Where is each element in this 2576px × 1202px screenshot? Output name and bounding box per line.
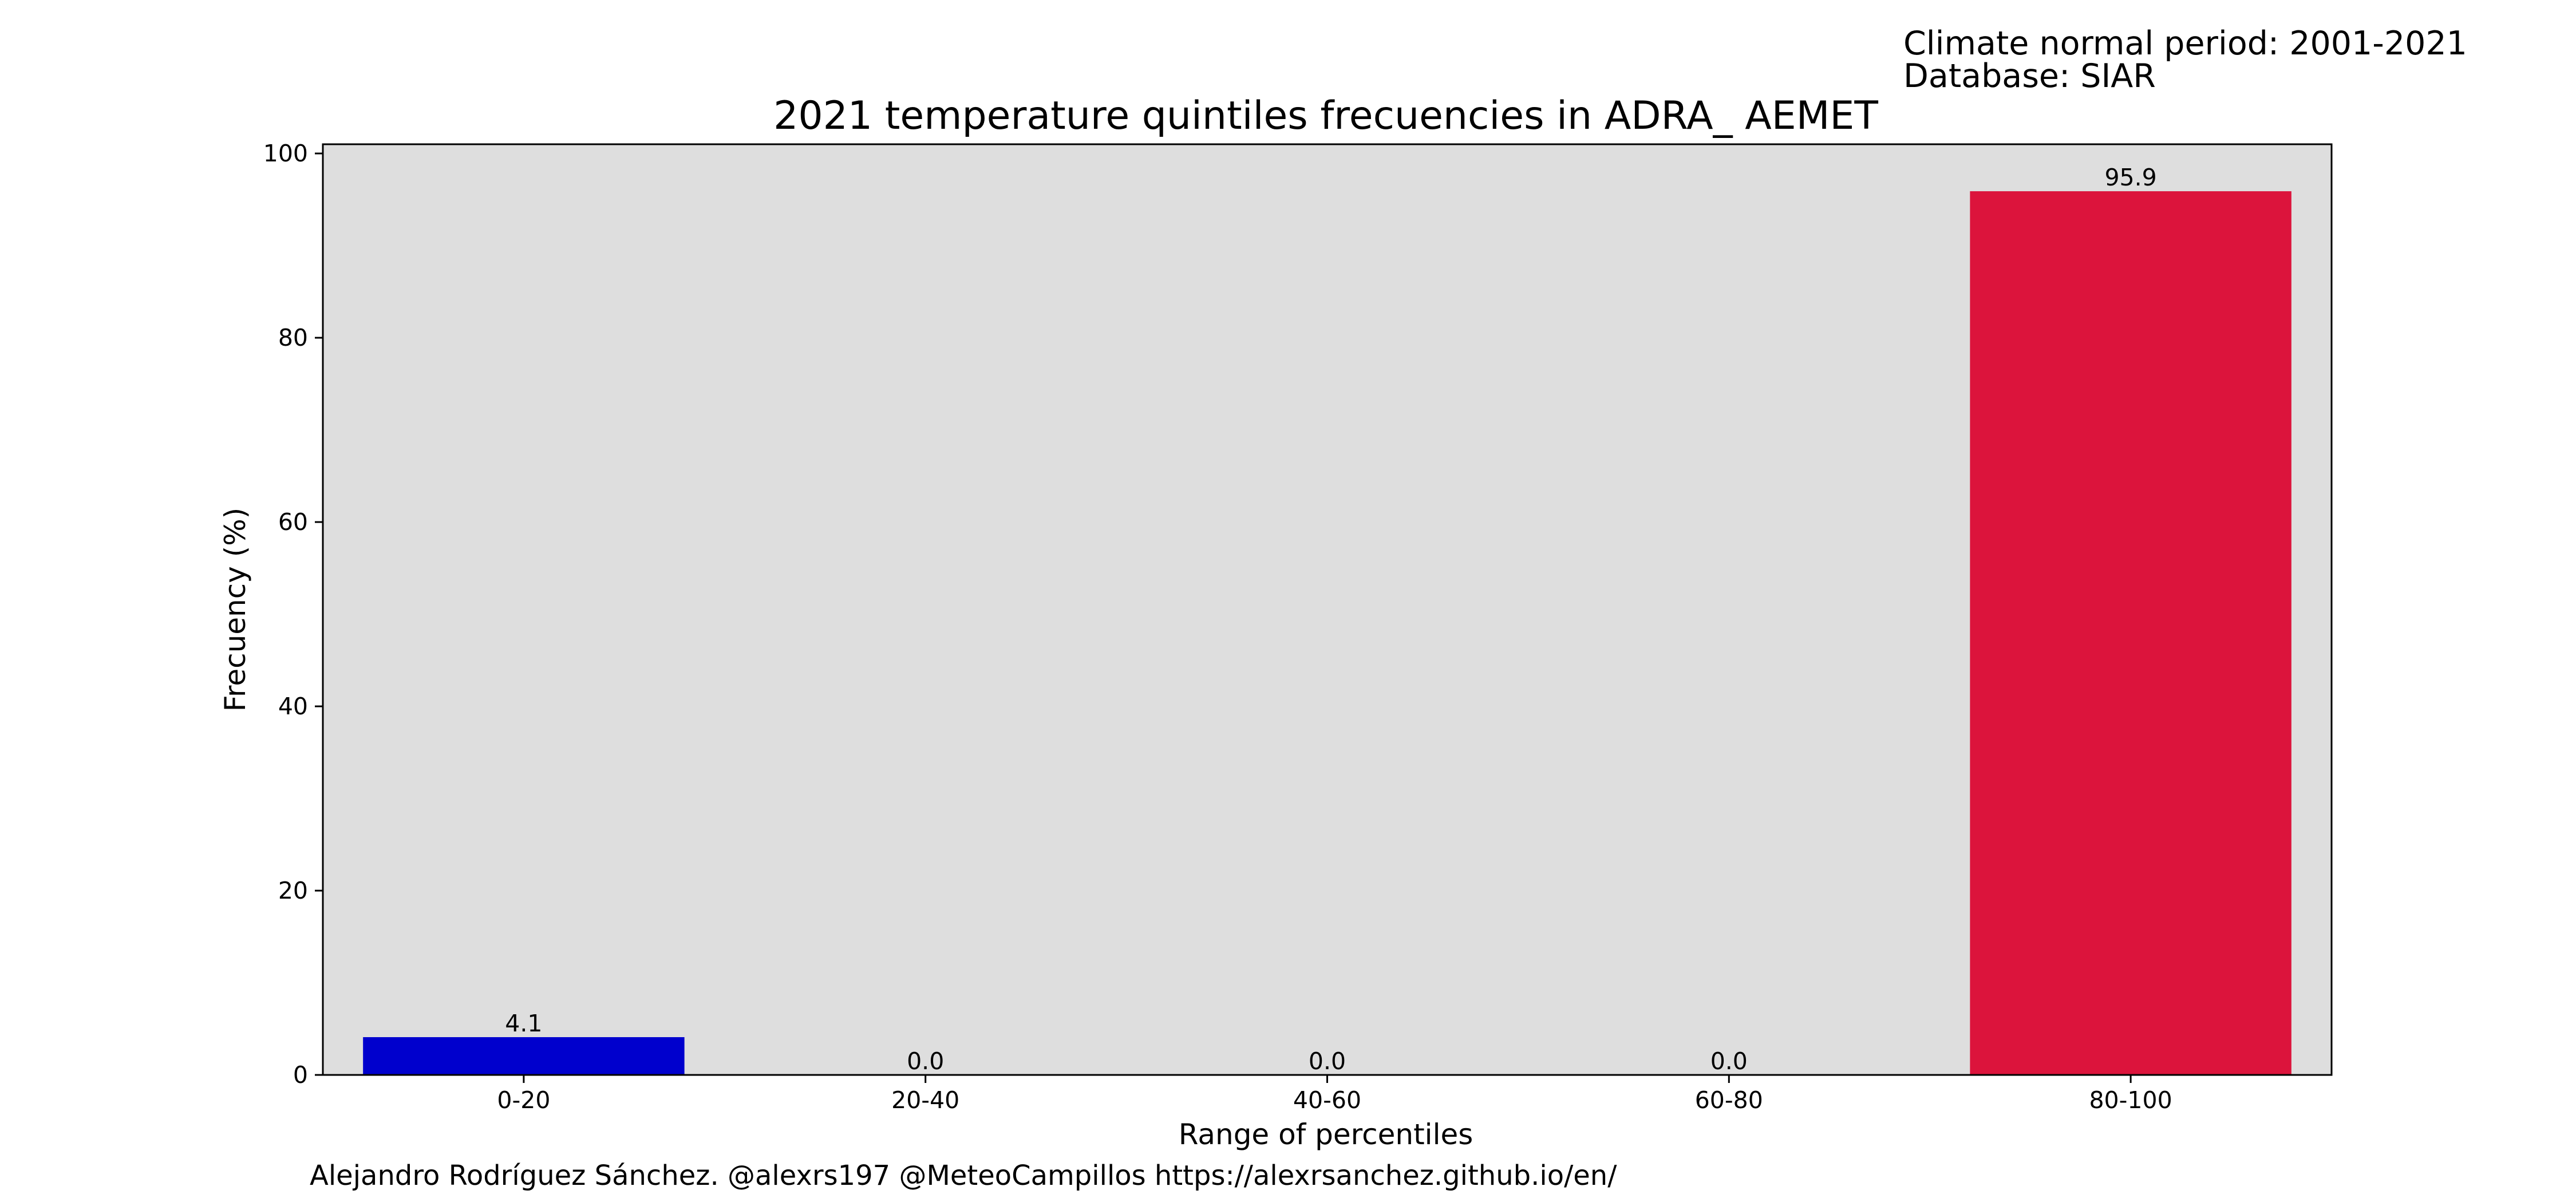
- bar-value-label: 0.0: [907, 1047, 944, 1075]
- x-tick-label: 0-20: [497, 1086, 550, 1114]
- bar-80-100: [1970, 191, 2291, 1075]
- y-axis-label: Frecuency (%): [219, 508, 252, 711]
- y-tick-label: 80: [278, 324, 308, 351]
- bar-0-20: [363, 1037, 685, 1075]
- y-tick-label: 0: [293, 1061, 308, 1089]
- x-tick-label: 20-40: [891, 1086, 959, 1114]
- y-tick-label: 40: [278, 693, 308, 720]
- footer-credit: Alejandro Rodríguez Sánchez. @alexrs197 …: [310, 1160, 1617, 1192]
- bar-labels-group: 4.1 0.0 0.0 0.0 95.9: [505, 164, 2156, 1075]
- bar-value-label: 4.1: [505, 1010, 542, 1037]
- y-tick-label: 20: [278, 877, 308, 904]
- database-text: Database: SIAR: [1903, 57, 2156, 95]
- bar-value-label: 95.9: [2104, 164, 2156, 191]
- bar-value-label: 0.0: [1309, 1047, 1346, 1075]
- x-axis: 0-20 20-40 40-60 60-80 80-100: [497, 1075, 2172, 1114]
- x-tick-label: 80-100: [2089, 1086, 2172, 1114]
- x-tick-label: 40-60: [1293, 1086, 1361, 1114]
- y-axis: 0 20 40 60 80 100: [263, 140, 323, 1089]
- x-tick-label: 60-80: [1695, 1086, 1763, 1114]
- climate-period-text: Climate normal period: 2001-2021: [1903, 25, 2467, 62]
- y-tick-label: 100: [263, 140, 308, 167]
- bars-group: [363, 191, 2291, 1075]
- chart-title: 2021 temperature quintiles frecuencies i…: [773, 93, 1878, 139]
- x-axis-label: Range of percentiles: [1179, 1118, 1473, 1151]
- bar-value-label: 0.0: [1710, 1047, 1748, 1075]
- y-tick-label: 60: [278, 508, 308, 536]
